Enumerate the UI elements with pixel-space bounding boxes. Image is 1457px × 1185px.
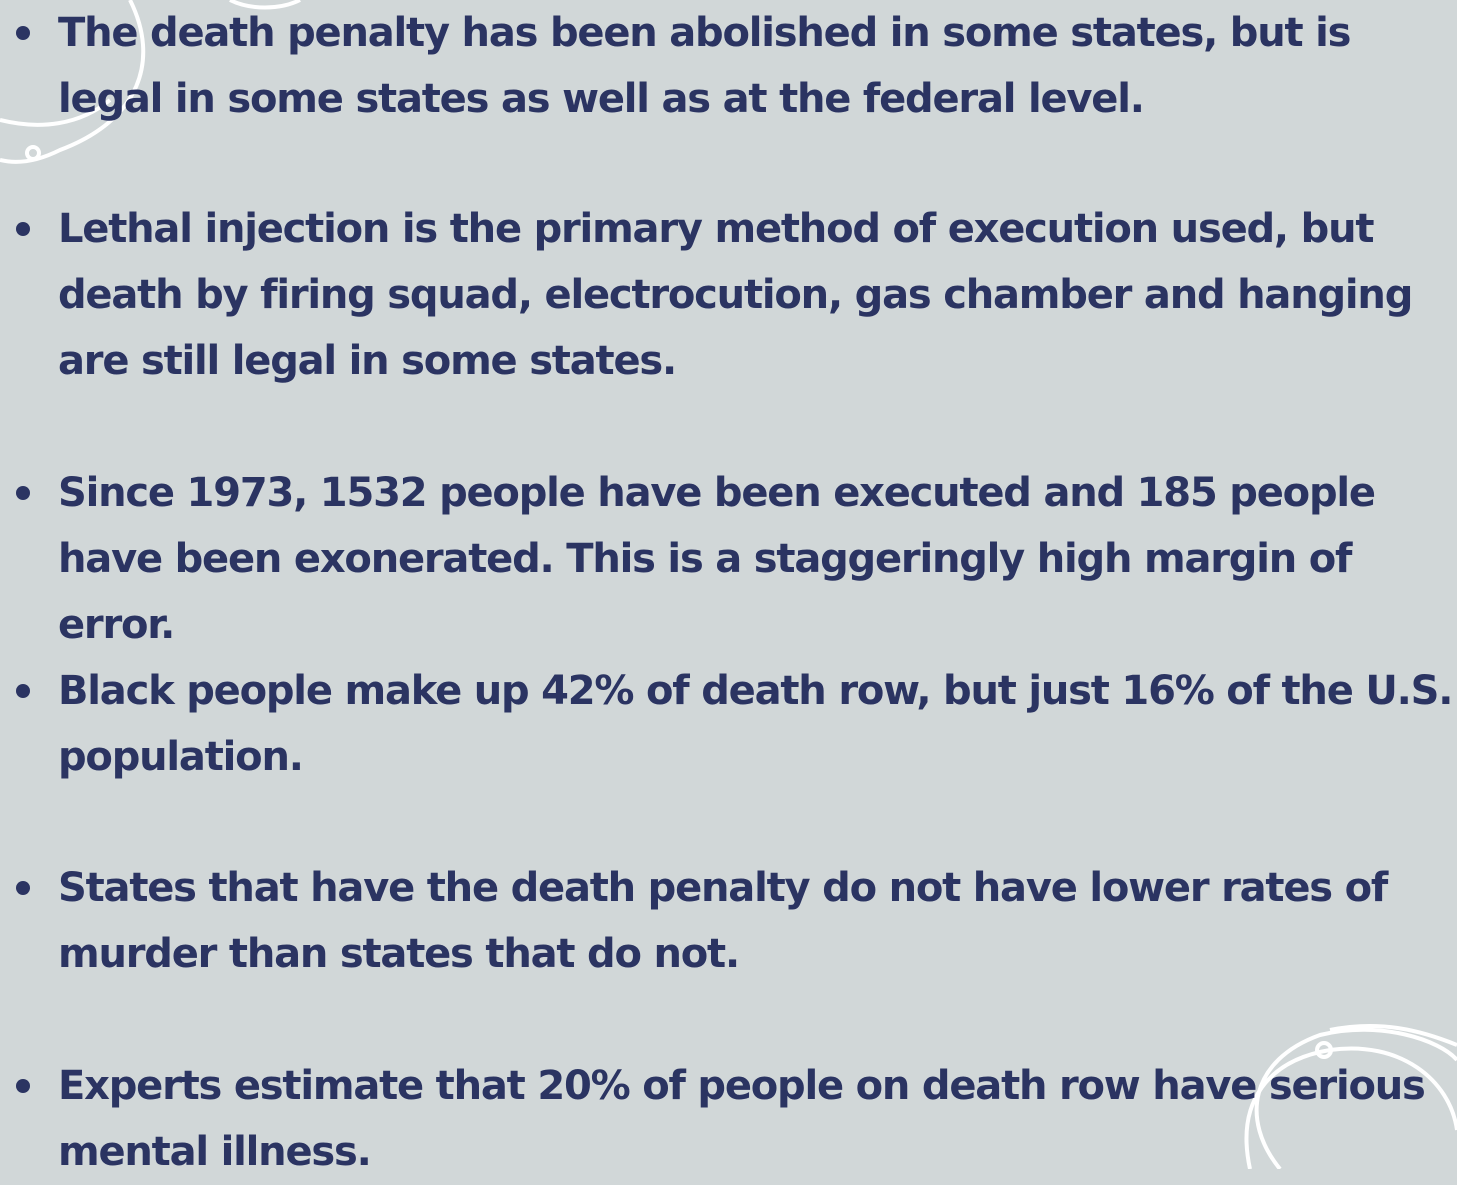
bullet: The death penalty has been abolished in … — [58, 0, 1453, 132]
page: The death penalty has been abolished in … — [0, 0, 1457, 1169]
bullet: Lethal injection is the primary method o… — [58, 196, 1453, 394]
bullet: Experts estimate that 20% of people on d… — [58, 1053, 1453, 1185]
bullet: Since 1973, 1532 people have been execut… — [58, 460, 1453, 658]
bullet: States that have the death penalty do no… — [58, 855, 1453, 987]
bullet: Black people make up 42% of death row, b… — [58, 658, 1453, 790]
